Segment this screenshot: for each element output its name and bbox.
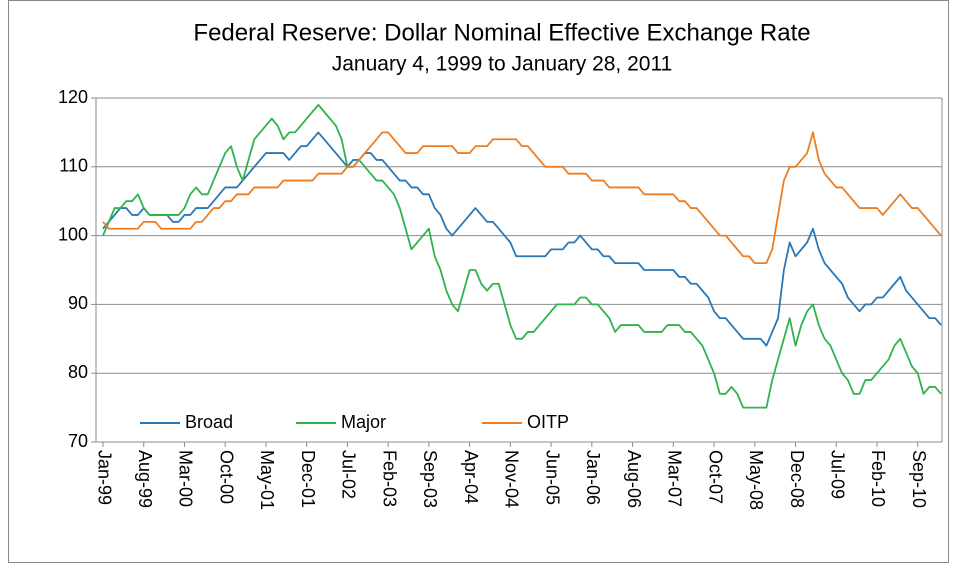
x-tick-label: Jan-06 bbox=[583, 450, 603, 505]
y-tick-label: 80 bbox=[68, 362, 88, 382]
x-tick-label: Nov-04 bbox=[502, 450, 522, 508]
x-tick-label: Jul-09 bbox=[828, 450, 848, 499]
y-tick-label: 100 bbox=[58, 224, 88, 244]
x-tick-label: Feb-10 bbox=[868, 450, 888, 507]
y-tick-label: 120 bbox=[58, 87, 88, 107]
legend-label: Major bbox=[341, 412, 386, 432]
y-tick-label: 90 bbox=[68, 293, 88, 313]
x-tick-label: Mar-00 bbox=[176, 450, 196, 507]
x-tick-label: Jan-99 bbox=[94, 450, 114, 505]
x-tick-label: Mar-07 bbox=[665, 450, 685, 507]
x-tick-label: Sep-03 bbox=[420, 450, 440, 508]
legend-label: Broad bbox=[185, 412, 233, 432]
chart-subtitle: January 4, 1999 to January 28, 2011 bbox=[332, 53, 673, 76]
series-line bbox=[102, 103, 942, 409]
x-tick-label: Oct-00 bbox=[216, 450, 236, 504]
x-tick-label: Oct-07 bbox=[705, 450, 725, 504]
legend-label: OITP bbox=[527, 412, 569, 432]
x-tick-label: May-01 bbox=[257, 450, 277, 510]
chart-title: Federal Reserve: Dollar Nominal Effectiv… bbox=[193, 19, 810, 46]
x-tick-label: Dec-01 bbox=[298, 450, 318, 508]
x-tick-label: Feb-03 bbox=[379, 450, 399, 507]
x-tick-label: Aug-06 bbox=[624, 450, 644, 508]
y-tick-label: 110 bbox=[59, 156, 88, 176]
x-tick-label: Sep-10 bbox=[909, 450, 929, 508]
x-tick-label: Apr-04 bbox=[461, 450, 481, 504]
x-tick-label: Dec-08 bbox=[787, 450, 807, 508]
y-tick-label: 70 bbox=[68, 431, 88, 451]
x-tick-label: Aug-99 bbox=[135, 450, 155, 508]
x-tick-label: May-08 bbox=[746, 450, 766, 510]
chart-border bbox=[8, 0, 949, 563]
x-tick-label: Jun-05 bbox=[542, 450, 562, 505]
x-tick-label: Jul-02 bbox=[339, 450, 359, 499]
series-line bbox=[102, 131, 942, 265]
